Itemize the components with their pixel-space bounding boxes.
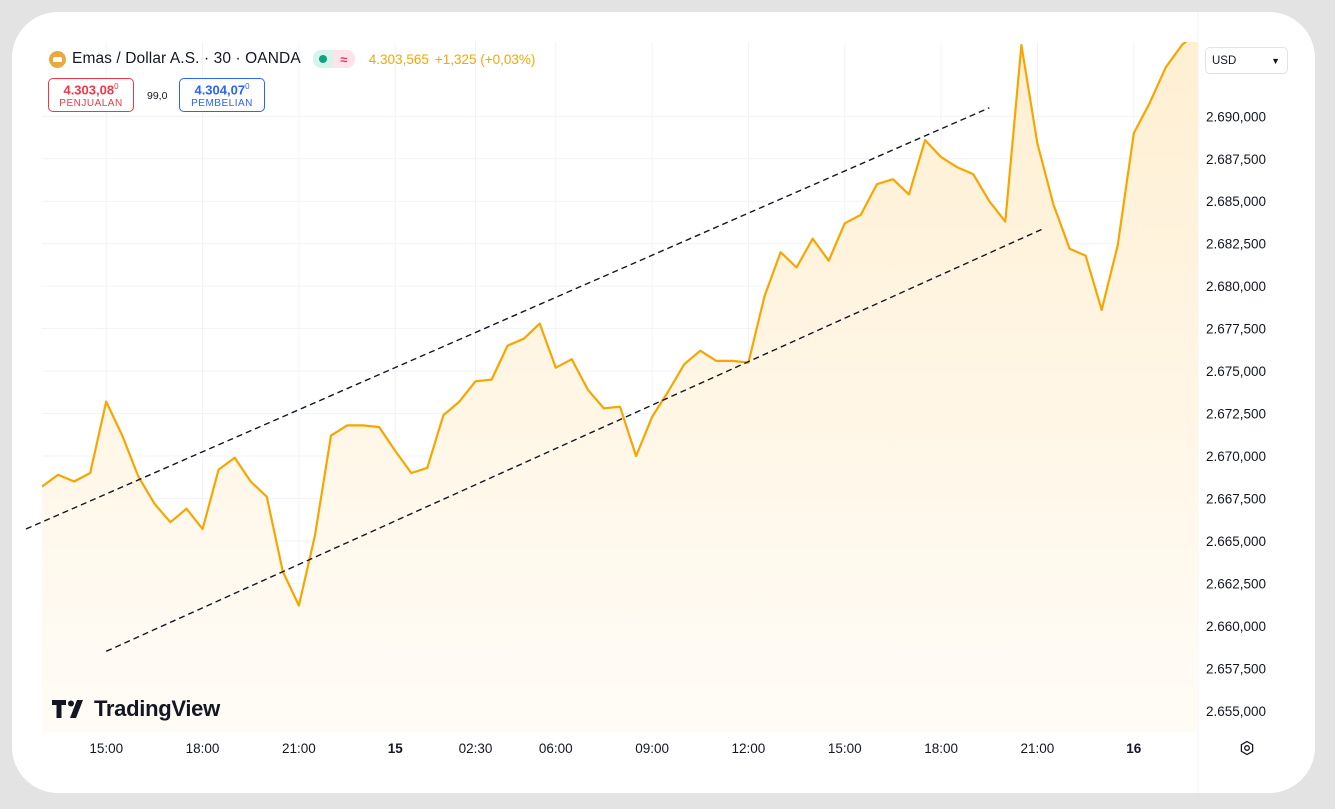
sell-label: PENJUALAN (59, 98, 123, 110)
x-tick-label: 18:00 (924, 741, 958, 756)
price-chart[interactable]: 2.655,000 2.657,500 2.660,000 2.662,500 2.66… (12, 12, 1315, 793)
lower-trend-line (105, 227, 1045, 652)
y-tick-label: 2.690,000 (1206, 109, 1266, 124)
currency-value: USD (1212, 54, 1237, 67)
buy-price: 4.304,070 (194, 82, 250, 98)
y-tick-label: 2.672,500 (1206, 407, 1266, 422)
gold-coin-icon (49, 50, 66, 68)
tradingview-logo[interactable]: TradingView (52, 696, 220, 722)
sell-price: 4.303,080 (63, 82, 119, 98)
x-tick-label: 16 (1126, 741, 1142, 756)
sell-button[interactable]: 4.303,080 PENJUALAN (48, 78, 134, 112)
y-tick-label: 2.665,000 (1206, 534, 1266, 549)
y-tick-label: 2.662,500 (1206, 576, 1266, 591)
market-open-dot-icon (318, 55, 327, 63)
y-tick-label: 2.685,000 (1206, 194, 1266, 209)
x-tick-label: 15 (388, 741, 404, 756)
logo-text: TradingView (94, 696, 220, 721)
symbol-title[interactable]: Emas / Dollar A.S. · 30 · OANDA (72, 50, 301, 67)
y-tick-label: 2.667,500 (1206, 491, 1266, 506)
chevron-down-icon: ▼ (1271, 55, 1280, 66)
y-tick-label: 2.660,000 (1206, 619, 1266, 634)
x-tick-label: 06:00 (539, 741, 573, 756)
price-line (42, 42, 1188, 607)
approx-icon: ≈ (332, 50, 355, 68)
y-tick-label: 2.657,500 (1206, 661, 1266, 676)
x-tick-label: 15:00 (828, 741, 862, 756)
upper-trend-line (25, 107, 990, 530)
settings-gear-icon[interactable] (1238, 739, 1256, 757)
x-tick-label: 09:00 (635, 741, 669, 756)
buy-button[interactable]: 4.304,070 PEMBELIAN (179, 78, 265, 112)
spread-value: 99,0 (147, 90, 168, 102)
y-tick-label: 2.687,500 (1206, 152, 1266, 167)
x-tick-label: 18:00 (186, 741, 220, 756)
x-tick-label: 21:00 (1021, 741, 1055, 756)
x-tick-label: 21:00 (282, 741, 316, 756)
x-tick-label: 15:00 (89, 741, 123, 756)
y-tick-label: 2.682,500 (1206, 237, 1266, 252)
chart-frame: 2.655,000 2.657,500 2.660,000 2.662,500 2.66… (12, 12, 1315, 793)
price-area (42, 42, 1198, 732)
y-tick-label: 2.675,000 (1206, 364, 1266, 379)
buy-label: PEMBELIAN (191, 98, 253, 110)
x-tick-label: 12:00 (732, 741, 766, 756)
x-tick-label: 02:30 (459, 741, 493, 756)
tradingview-logo-icon (52, 700, 83, 718)
y-tick-label: 2.670,000 (1206, 449, 1266, 464)
y-tick-label: 2.680,000 (1206, 279, 1266, 294)
last-quote: 4.303,565 +1,325 (+0,03%) (369, 52, 536, 67)
status-pill[interactable]: ≈ (312, 50, 355, 68)
price-change: +1,325 (+0,03%) (434, 51, 536, 67)
currency-select[interactable]: USD ▼ (1205, 47, 1288, 74)
symbol-header: Emas / Dollar A.S. · 30 · OANDA ≈ 4.303,… (49, 50, 535, 68)
last-price: 4.303,565 (368, 51, 429, 67)
y-tick-label: 2.655,000 (1206, 704, 1266, 719)
y-tick-label: 2.677,500 (1206, 322, 1266, 337)
